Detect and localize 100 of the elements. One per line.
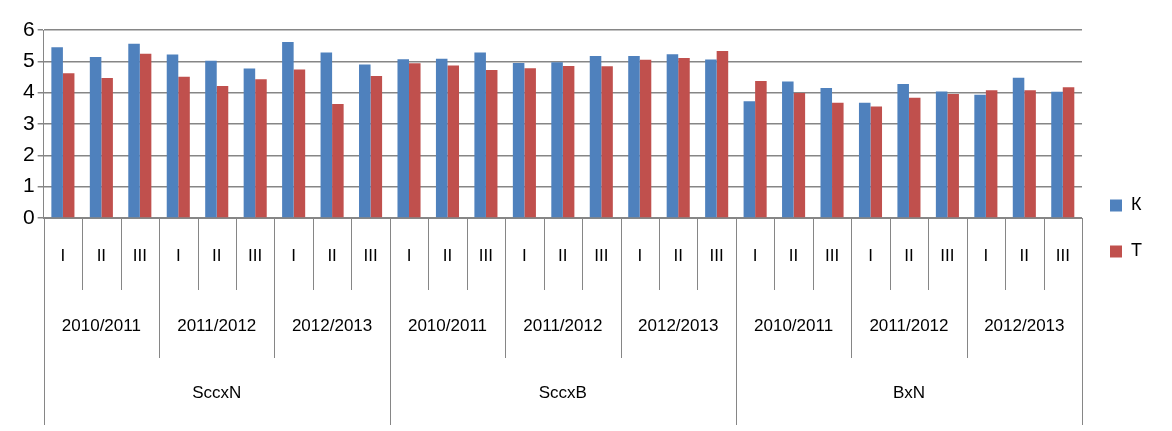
bar: [562, 66, 575, 218]
x-tick-label: II: [96, 245, 107, 265]
bar: [512, 62, 525, 218]
x-tick-label: I: [291, 245, 297, 265]
bar: [409, 63, 421, 218]
text: 2011/2012: [523, 315, 603, 335]
bar: [255, 79, 267, 218]
bar: [216, 86, 229, 218]
bar: [716, 50, 729, 218]
bar: [205, 60, 217, 218]
text: SccxB: [538, 382, 587, 402]
bar: [178, 76, 190, 218]
x-tick-label: III: [478, 245, 494, 265]
bar: [601, 66, 613, 218]
x-tick-label: II: [212, 245, 222, 265]
x-tick-label: II: [327, 245, 337, 265]
x-tick-label: II: [673, 245, 683, 265]
bar: [359, 64, 371, 218]
bar: [639, 59, 652, 218]
bar: [820, 87, 833, 218]
bar: [397, 59, 410, 218]
bar: [832, 102, 844, 218]
bar: [166, 54, 179, 218]
bar: [551, 62, 563, 218]
text: 2012/2013: [638, 315, 719, 335]
y-tick-label: 2: [22, 142, 35, 166]
bar: [293, 69, 306, 218]
bar: [908, 97, 921, 218]
bar: [985, 90, 998, 218]
legend-label: К: [1131, 194, 1142, 215]
text: 2011/2012: [177, 315, 257, 335]
x-tick-label: I: [522, 245, 527, 265]
bar: [243, 68, 256, 218]
x-tick-label: III: [363, 245, 378, 265]
text: 2010/2011: [754, 315, 834, 335]
x-tick-label: I: [60, 245, 66, 265]
bar: [705, 59, 717, 218]
bar: [51, 47, 63, 218]
bar: [782, 81, 794, 218]
x-tick-label: III: [824, 245, 840, 265]
bar: [89, 56, 102, 218]
bar: [1012, 77, 1025, 218]
bar: [1051, 91, 1063, 218]
bar: [524, 68, 536, 218]
bar: [935, 91, 948, 218]
bar: [139, 53, 152, 218]
bar: [974, 94, 986, 218]
bar: [858, 102, 871, 218]
x-tick-label: I: [406, 245, 412, 265]
x-tick-label: I: [752, 245, 758, 265]
x-tick-label: III: [248, 245, 263, 265]
text: 2012/2013: [984, 315, 1065, 335]
y-tick-label: 4: [22, 79, 35, 103]
bar: [435, 58, 448, 218]
x-tick-label: I: [868, 245, 873, 265]
text: BxN: [892, 382, 926, 402]
bar: [447, 65, 460, 218]
y-tick-label: 3: [22, 110, 35, 134]
x-tick-label: I: [983, 245, 989, 265]
bar: [485, 70, 498, 218]
bar: [101, 77, 113, 218]
bar: [870, 106, 883, 218]
bar: [282, 41, 294, 218]
bar: [755, 81, 767, 218]
text: 2011/2012: [869, 315, 949, 335]
bar: [370, 76, 383, 218]
bar: [793, 92, 806, 218]
y-tick-label: 5: [22, 48, 35, 72]
x-tick-label: II: [442, 245, 453, 265]
y-tick-label: 0: [22, 204, 35, 228]
x-tick-label: II: [558, 245, 568, 265]
y-tick-label: 1: [22, 173, 35, 197]
bar: [666, 54, 679, 218]
bar: [743, 101, 756, 218]
bar: [62, 73, 75, 218]
bar: [1062, 87, 1075, 218]
legend-label: Т: [1131, 240, 1142, 261]
x-tick-label: III: [940, 245, 955, 265]
x-tick-label: I: [175, 245, 181, 265]
bar: [678, 57, 690, 218]
x-tick-label: II: [788, 245, 799, 265]
x-tick-label: III: [1055, 245, 1070, 265]
bar: [474, 52, 486, 218]
bar: [589, 56, 602, 218]
bar: [897, 83, 909, 218]
text: 2012/2013: [291, 315, 373, 335]
bar: [947, 93, 959, 218]
text: SccxN: [192, 382, 242, 402]
bar: [628, 56, 640, 218]
bar: [128, 43, 140, 218]
text: 2010/2011: [407, 315, 488, 335]
y-tick-label: 6: [22, 16, 35, 40]
bar: [332, 103, 344, 218]
x-tick-label: III: [709, 245, 724, 265]
x-tick-label: II: [1019, 245, 1030, 265]
x-tick-label: II: [904, 245, 914, 265]
bar: [320, 52, 333, 218]
x-tick-label: III: [594, 245, 609, 265]
bar: [1024, 90, 1036, 218]
x-tick-label: I: [637, 245, 643, 265]
